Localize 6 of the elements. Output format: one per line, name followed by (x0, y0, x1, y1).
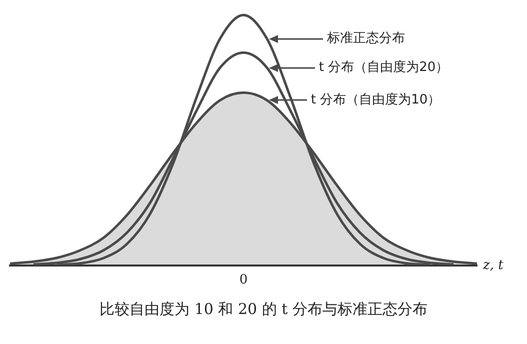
x-axis-title: z, t (482, 258, 504, 273)
text: 0 (239, 272, 248, 288)
legend-label: t 分布（自由度为10） (310, 92, 441, 108)
legend-label: t 分布（自由度为20） (318, 58, 449, 75)
text: 比较自由度为 10 和 20 的 t 分布与标准正态分布 (98, 300, 428, 319)
legend-label: 标准正态分布 (326, 30, 405, 46)
